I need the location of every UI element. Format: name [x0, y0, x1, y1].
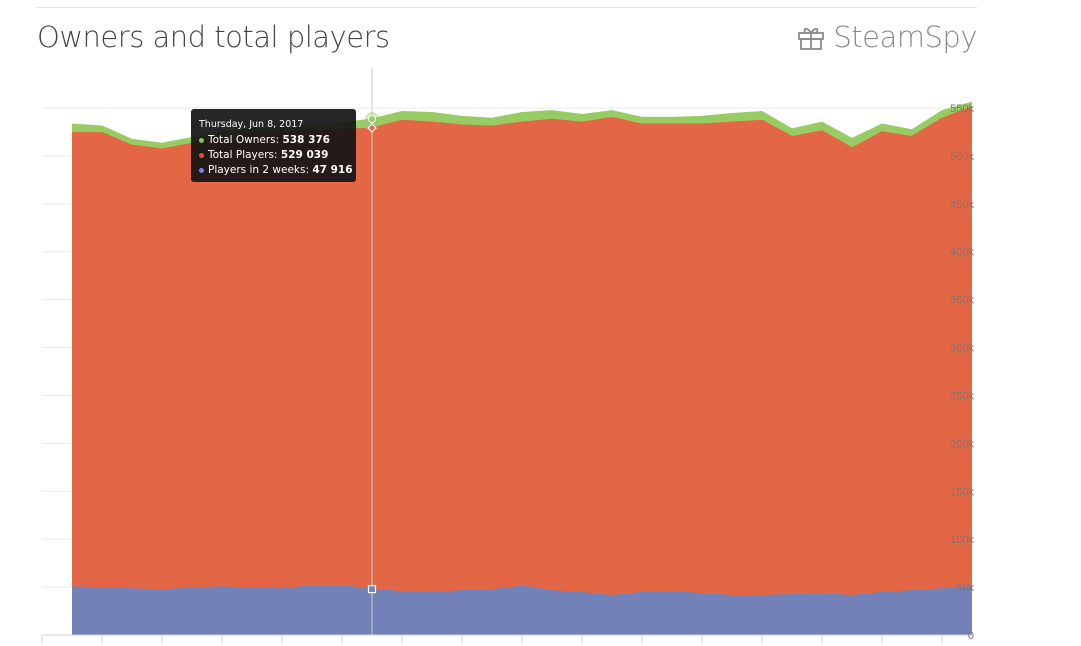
tooltip-players-value: 529 039	[280, 149, 329, 161]
players-dot-icon	[199, 152, 204, 158]
y-tick-label-11: 550k	[950, 103, 974, 115]
tooltip-players-label: Total Players:	[208, 149, 281, 161]
y-tick-label-2: 100k	[950, 534, 974, 546]
top-divider	[37, 7, 977, 8]
y-tick-label-5: 250k	[950, 390, 974, 402]
tooltip-row-players: Total Players: 529 039	[199, 148, 348, 163]
y-tick-label-6: 300k	[950, 343, 974, 355]
y-tick-label-1: 50k	[956, 582, 974, 594]
tooltip-owners-label: Total Owners:	[208, 134, 283, 146]
y-tick-label-7: 350k	[950, 295, 974, 307]
tooltip-two-weeks-value: 47 916	[312, 164, 353, 176]
area-players	[72, 107, 972, 635]
hover-two-weeks-marker	[367, 584, 377, 594]
chart-title: Owners and total players	[37, 20, 390, 54]
brand[interactable]: SteamSpy	[797, 20, 977, 54]
tooltip-date: Thursday, Jun 8, 2017	[199, 119, 304, 130]
tooltip-two-weeks-label: Players in 2 weeks:	[208, 164, 313, 176]
tooltip-row-two-weeks: Players in 2 weeks: 47 916	[199, 163, 353, 178]
y-tick-label-0: 0	[968, 630, 974, 642]
owners-dot-icon	[199, 137, 204, 143]
line-two-weeks	[71, 585, 973, 597]
brand-name: SteamSpy	[833, 20, 977, 54]
tooltip-owners-value: 538 376	[282, 134, 331, 146]
area-two-weeks	[72, 586, 972, 635]
y-tick-label-3: 150k	[950, 486, 974, 498]
hover-owners-marker	[368, 115, 376, 124]
two-weeks-dot-icon	[199, 167, 204, 173]
chart-tooltip: Thursday, Jun 8, 2017 Total Owners: 538 …	[191, 109, 356, 182]
hover-players-marker	[367, 123, 377, 133]
y-tick-label-4: 200k	[950, 438, 974, 450]
y-tick-label-8: 400k	[950, 247, 974, 259]
y-tick-label-10: 500k	[950, 151, 974, 163]
gift-icon	[798, 27, 825, 50]
tooltip-row-owners: Total Owners: 538 376	[199, 133, 348, 148]
y-tick-label-9: 450k	[950, 199, 974, 211]
